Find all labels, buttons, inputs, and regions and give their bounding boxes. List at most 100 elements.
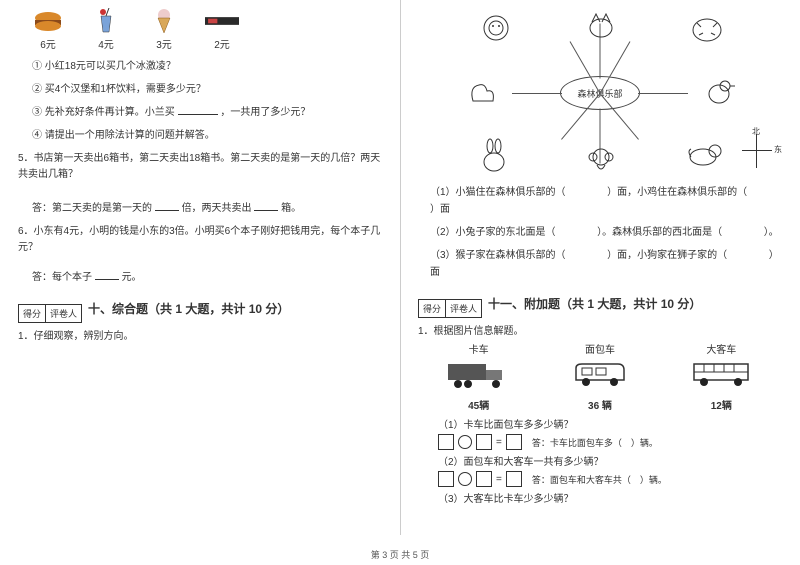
drink-icon: [89, 8, 123, 34]
truck-count: 45辆: [444, 397, 514, 412]
price-label: 4元: [86, 36, 126, 51]
a6-text-b: 元。: [122, 272, 142, 283]
a6-text-a: 答：每个本子: [32, 272, 92, 283]
op-input[interactable]: [458, 435, 472, 449]
intro-text: 1．根据图片信息解题。: [418, 322, 782, 337]
ans-1: 答：卡车比面包车多（ ）辆。: [532, 436, 658, 449]
f2a: （2）小兔子家的东北面是（: [430, 227, 556, 238]
equals-sign: =: [496, 437, 502, 448]
a5-text-b: 倍，两天共卖出: [182, 203, 252, 214]
icecream-icon: [147, 8, 181, 34]
truck-label: 卡车: [444, 341, 514, 356]
price-item-burger: 6元: [28, 8, 68, 51]
q3-text-b: ，一共用了多少元？: [220, 107, 310, 118]
blank-input[interactable]: [155, 201, 179, 211]
grader-label: 评卷人: [446, 300, 481, 317]
bus-icon: [686, 360, 756, 393]
blank-input[interactable]: [178, 105, 218, 115]
compass-east: 东: [774, 144, 782, 155]
blank-paren[interactable]: [568, 250, 604, 261]
question-5: 5．书店第一天卖出6箱书，第二天卖出18箱书。第二天卖的是第一天的几倍？两天共卖…: [18, 151, 382, 183]
price-item-icecream: 3元: [144, 8, 184, 51]
compass-north: 北: [752, 126, 760, 137]
f3a: （3）猴子家在森林俱乐部的（: [430, 250, 566, 261]
fill-1: （1）小猫住在森林俱乐部的（ ）面，小鸡住在森林俱乐部的（ ）面: [430, 184, 782, 218]
f3b: ）面，小狗家在狮子家的（: [607, 250, 727, 261]
answer-6: 答：每个本子 元。: [32, 270, 382, 286]
blank-input[interactable]: [254, 201, 278, 211]
compass-icon: 北 东: [742, 134, 772, 168]
question-3: ③ 先补充好条件再计算。小兰买 ，一共用了多少元？: [32, 105, 382, 121]
bus-count: 12辆: [686, 397, 756, 412]
right-column: 森林俱乐部: [400, 0, 800, 565]
truck-icon: [444, 360, 514, 393]
price-row: 6元 4元 3元 2元: [28, 8, 382, 51]
f1b: ）面，小鸡住在森林俱乐部的（: [607, 187, 747, 198]
box-input[interactable]: [506, 434, 522, 450]
answer-5: 答：第二天卖的是第一天的 倍，两天共卖出 箱。: [32, 201, 382, 217]
question-6: 6．小东有4元，小明的钱是小东的3倍。小明买6个本子刚好把钱用完，每个本子几元？: [18, 224, 382, 256]
chicken-icon: [698, 74, 740, 110]
f2b: ）。森林俱乐部的西北面是（: [597, 227, 722, 238]
f1c: ）面: [430, 204, 450, 215]
equals-sign: =: [496, 474, 502, 485]
f1a: （1）小猫住在森林俱乐部的（: [430, 187, 566, 198]
burger-icon: [31, 8, 65, 34]
box-input[interactable]: [476, 434, 492, 450]
bus-label: 大客车: [686, 341, 756, 356]
blank-paren[interactable]: [725, 227, 761, 238]
van-label: 面包车: [565, 341, 635, 356]
squirrel-icon: [462, 74, 504, 110]
monkey-icon: [580, 142, 622, 178]
score-label: 得分: [19, 305, 46, 322]
ans-2: 答：面包车和大客车共（ ）辆。: [532, 473, 667, 486]
score-label: 得分: [419, 300, 446, 317]
blank-paren[interactable]: [730, 250, 766, 261]
forest-club-diagram: 森林俱乐部: [430, 8, 770, 178]
box-input[interactable]: [476, 471, 492, 487]
equation-2: = 答：面包车和大客车共（ ）辆。: [438, 471, 782, 487]
tiger-icon: [686, 12, 728, 48]
blank-paren[interactable]: [750, 187, 786, 198]
vehicle-counts: 45辆 36 辆 12辆: [418, 397, 782, 412]
score-box: 得分 评卷人: [418, 299, 482, 318]
f2c: ）。: [764, 227, 779, 238]
box-input[interactable]: [506, 471, 522, 487]
page-footer: 第 3 页 共 5 页: [0, 548, 800, 561]
price-item-drink: 4元: [86, 8, 126, 51]
van-icon: [565, 360, 635, 393]
op-input[interactable]: [458, 472, 472, 486]
box-input[interactable]: [438, 471, 454, 487]
left-column: 6元 4元 3元 2元 ① 小红18元可以买几个冰激凌？ ② 买4个汉堡和1杯饮…: [0, 0, 400, 565]
section-11-header: 得分 评卷人 十一、附加题（共 1 大题，共计 10 分）: [418, 289, 782, 318]
section-10-title: 十、综合题（共 1 大题，共计 10 分）: [88, 300, 289, 317]
lion-icon: [475, 10, 517, 46]
q3-text-a: ③ 先补充好条件再计算。小兰买: [32, 107, 175, 118]
score-box: 得分 评卷人: [18, 304, 82, 323]
rabbit-icon: [474, 138, 516, 174]
cat-icon: [580, 8, 622, 44]
sub-q2: （2）面包车和大客车一共有多少辆？: [438, 453, 782, 468]
vehicle-labels: 卡车 面包车 大客车: [418, 341, 782, 356]
sub-q1: （1）卡车比面包车多多少辆？: [438, 416, 782, 431]
price-label: 2元: [202, 36, 242, 51]
question-1: ① 小红18元可以买几个冰激凌？: [32, 59, 382, 75]
bar-icon: [205, 8, 239, 34]
box-input[interactable]: [438, 434, 454, 450]
price-label: 3元: [144, 36, 184, 51]
a5-text-a: 答：第二天卖的是第一天的: [32, 203, 152, 214]
sub-q3: （3）大客车比卡车少多少辆？: [438, 490, 782, 505]
price-item-bar: 2元: [202, 8, 242, 51]
section-11-title: 十一、附加题（共 1 大题，共计 10 分）: [488, 295, 701, 312]
blank-paren[interactable]: [568, 187, 604, 198]
price-label: 6元: [28, 36, 68, 51]
grader-label: 评卷人: [46, 305, 81, 322]
observe-prompt: 1．仔细观察，辨别方向。: [18, 329, 382, 345]
blank-paren[interactable]: [558, 227, 594, 238]
fill-3: （3）猴子家在森林俱乐部的（ ）面，小狗家在狮子家的（ ）面: [430, 247, 782, 281]
van-count: 36 辆: [565, 397, 635, 412]
section-10-header: 得分 评卷人 十、综合题（共 1 大题，共计 10 分）: [18, 294, 382, 323]
dog-icon: [684, 136, 726, 172]
question-2: ② 买4个汉堡和1杯饮料，需要多少元？: [32, 82, 382, 98]
blank-input[interactable]: [95, 270, 119, 280]
